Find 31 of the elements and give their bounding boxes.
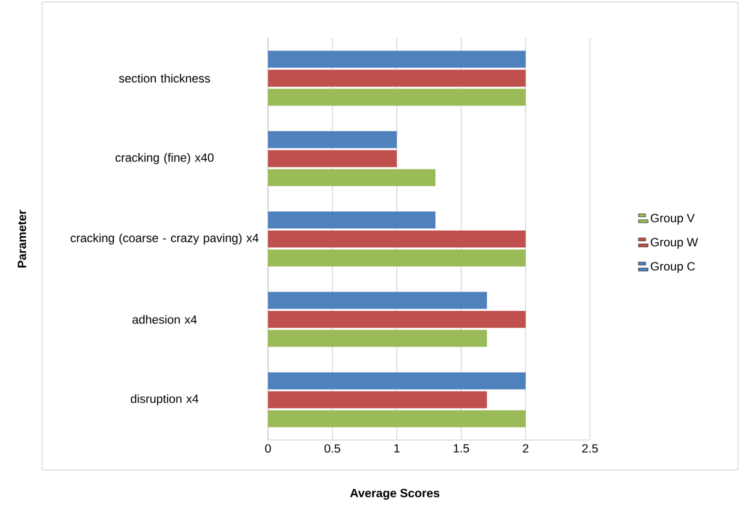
- legend-label: Group V: [650, 214, 695, 225]
- bar: [268, 131, 397, 148]
- y-axis-title: Parameter: [18, 210, 26, 268]
- x-tick-label: 1: [394, 444, 400, 452]
- bar: [268, 292, 487, 309]
- bar: [268, 249, 526, 266]
- bar: [268, 70, 526, 87]
- x-tick-label: 1.5: [454, 444, 469, 453]
- y-tick-label: disruption x4: [130, 394, 198, 406]
- y-tick-label: section thickness: [119, 74, 210, 83]
- bar: [268, 169, 436, 186]
- bar: [268, 410, 526, 428]
- x-tick-label: 0: [265, 444, 271, 453]
- x-tick-label: 2.5: [582, 444, 598, 453]
- bar: [268, 230, 526, 248]
- bar: [268, 330, 487, 347]
- legend-label: Group W: [650, 238, 698, 249]
- x-tick-label: 0.5: [324, 444, 340, 453]
- x-tick-label: 2: [522, 444, 528, 453]
- bar: [268, 150, 397, 168]
- bar: [268, 212, 436, 229]
- bar: [268, 310, 526, 328]
- y-tick-label: cracking (coarse - crazy paving) x4: [70, 233, 259, 245]
- bar: [268, 50, 526, 68]
- bar: [268, 88, 526, 106]
- y-tick-label: cracking (fine) x40: [116, 153, 214, 164]
- x-axis-title: Average Scores: [350, 488, 440, 500]
- y-tick-label: adhesion x4: [132, 315, 197, 324]
- legend-label: Group C: [650, 262, 695, 273]
- bar: [268, 372, 526, 390]
- bar: [268, 391, 487, 408]
